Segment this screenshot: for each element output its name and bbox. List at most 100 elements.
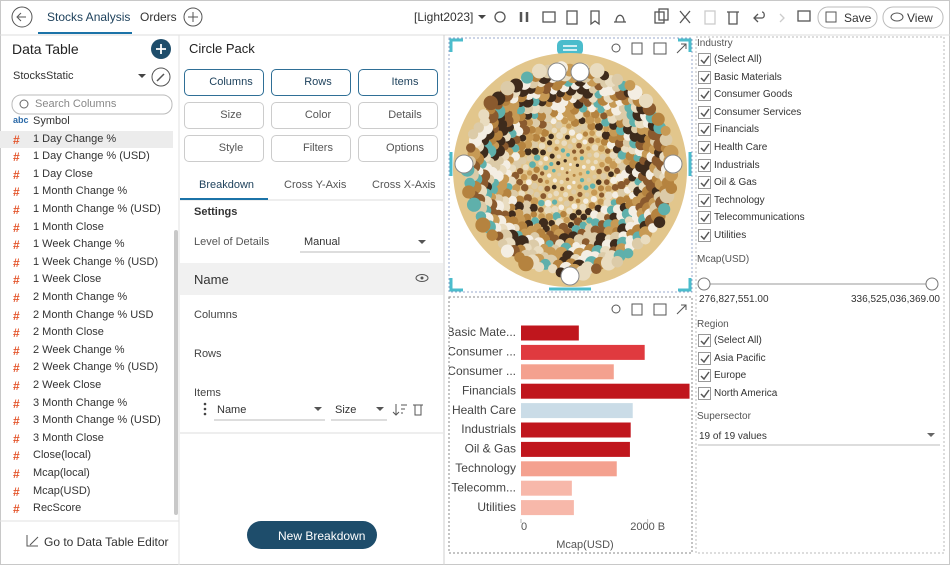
checkbox-label[interactable]: Health Care [714,142,768,153]
column-name[interactable]: Symbol [33,115,70,127]
pack-node [601,131,611,140]
checkbox[interactable] [698,176,711,190]
checkbox[interactable] [698,158,711,172]
column-name[interactable]: RecScore [33,502,82,515]
pack-node [581,165,586,169]
search-box[interactable]: Search Columns [35,98,117,110]
checkbox[interactable] [698,105,711,119]
column-name[interactable]: Mcap(local) [33,467,90,479]
column-name[interactable]: 2 Month Change % USD [33,308,154,321]
column-name[interactable]: 3 Month Change % (USD) [33,414,161,427]
column-name[interactable]: 3 Month Change % [33,396,128,409]
checkbox-label[interactable]: Consumer Services [714,106,802,118]
pack-node [551,205,559,214]
pack-node [608,134,618,144]
checkbox[interactable] [698,211,711,225]
item-field[interactable]: Name [217,404,247,416]
check [700,196,710,205]
pack-node [529,161,536,168]
tab[interactable]: Cross X-Axis [372,179,436,191]
column-name[interactable]: 3 Month Close [33,431,104,444]
source-select[interactable]: StocksStatic [13,70,74,82]
config-button[interactable]: Rows [271,69,351,96]
pack-node [556,132,564,140]
check [700,336,710,346]
pack-node [543,165,549,171]
checkbox-label[interactable]: Asia Pacific [714,352,766,364]
checkbox-label[interactable]: Financials [714,124,760,136]
pack-node [549,153,555,159]
column-name[interactable]: 1 Month Close [33,220,104,233]
pack-node [536,111,547,122]
checkbox-label[interactable]: Industrials [714,159,760,171]
column-name[interactable]: 1 Day Close [33,167,93,180]
new-breakdown-button[interactable]: New Breakdown [278,529,366,543]
tab[interactable]: Breakdown [199,179,255,191]
column-name[interactable]: 2 Week Close [33,379,102,391]
checkbox[interactable] [698,70,711,84]
checkbox[interactable] [698,386,711,400]
config-button[interactable]: Style [184,135,264,162]
select[interactable]: Manual [304,236,341,248]
column-name[interactable]: 1 Week Change % [33,238,125,251]
checkbox-label[interactable]: Technology [714,194,765,206]
pack-node [580,123,588,131]
column-name[interactable]: Close(local) [33,449,92,462]
checkbox[interactable] [698,229,711,242]
column-name[interactable]: 2 Month Change % [33,291,128,303]
pack-node [571,138,577,144]
checkbox[interactable] [698,141,711,154]
column-name[interactable]: 2 Week Change % (USD) [33,361,159,374]
pack-node [566,153,570,157]
checkbox-label[interactable]: Oil & Gas [714,177,757,189]
theme-select[interactable]: [Light2023] [414,10,474,24]
checkbox[interactable] [698,351,711,365]
checkbox-label[interactable]: Basic Materials [714,71,782,83]
check [700,389,710,398]
config-button[interactable]: Details [358,102,438,129]
pack-node [579,149,585,154]
editor-link[interactable]: Go to Data Table Editor [44,535,169,549]
tab[interactable]: Orders [140,10,177,24]
checkbox-label[interactable]: Telecommunications [714,212,805,224]
checkbox-label[interactable]: Europe [714,370,747,382]
tab[interactable]: Stocks Analysis [47,10,131,24]
checkbox[interactable] [698,334,711,347]
checkbox-label[interactable]: North America [714,387,778,399]
checkbox[interactable] [698,369,711,383]
item-field[interactable]: Size [335,404,357,416]
config-button[interactable]: Color [271,102,351,129]
view-button[interactable]: View [907,11,933,25]
checkbox-label[interactable]: (Select All) [714,54,762,65]
checkbox[interactable] [698,123,711,137]
config-button[interactable]: Items [358,69,438,96]
config-button[interactable]: Filters [271,135,351,162]
pack-node [623,248,634,259]
checkbox[interactable] [698,193,711,207]
config-button[interactable]: Options [358,135,438,162]
pack-node [525,118,534,127]
checkbox-label[interactable]: Utilities [714,230,747,241]
save-button[interactable]: Save [844,11,872,25]
column-name[interactable]: 2 Month Close [33,326,104,339]
checkbox-label[interactable]: (Select All) [714,335,762,346]
config-button[interactable]: Size [184,102,264,129]
column-name[interactable]: 1 Month Change % (USD) [33,203,161,215]
checkbox-label[interactable]: Consumer Goods [714,89,793,101]
column-name[interactable]: 1 Week Close [33,273,102,286]
circle-pack[interactable] [449,38,692,292]
column-icon: # [13,167,20,182]
column-name[interactable]: 1 Week Change % (USD) [33,255,159,268]
checkbox[interactable] [698,53,711,66]
column-name[interactable]: 2 Week Change % [33,343,125,356]
column-name[interactable]: 1 Month Change % [33,185,128,198]
config-button[interactable]: Columns [184,69,264,96]
column-name[interactable]: 1 Day Change % (USD) [33,150,150,163]
column-name[interactable]: Mcap(USD) [33,484,91,497]
select[interactable]: 19 of 19 values [699,431,767,442]
pack-node [462,185,476,199]
button-label: Options [386,142,424,154]
column-name[interactable]: 1 Day Change % [33,132,117,145]
tab[interactable]: Cross Y-Axis [284,179,347,191]
checkbox[interactable] [698,88,711,102]
